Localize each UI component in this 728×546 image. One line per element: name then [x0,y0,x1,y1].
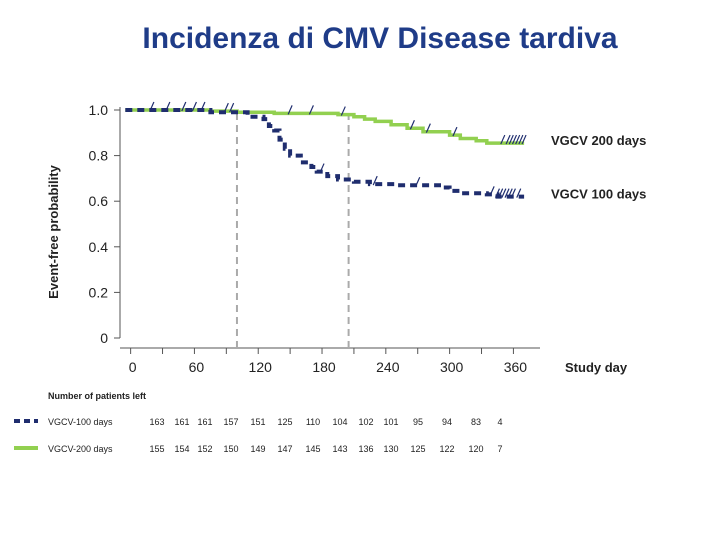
x-tick-label: 300 [440,359,464,375]
censor-mark [494,188,501,198]
risk-count: 110 [306,417,320,427]
survival-curves [125,108,525,199]
risk-count: 151 [250,417,265,427]
risk-count: 155 [149,444,164,454]
reference-lines [235,113,350,348]
censor-mark [191,101,197,112]
censor-mark [223,102,229,113]
risk-table: Number of patients left VGCV-100 days 163 1… [14,391,503,454]
risk-count: 94 [442,417,452,427]
risk-count: 145 [305,444,320,454]
censor-mark [308,105,314,115]
censor-mark [340,106,346,116]
y-tick-label: 0.4 [89,239,109,255]
censor-mark [518,134,524,145]
risk-row-label: VGCV-200 days [48,444,113,454]
censor-mark [425,123,431,133]
x-tick-label: 60 [189,359,205,375]
risk-count: 101 [383,417,398,427]
censor-mark [415,176,421,187]
x-tick-label: 240 [376,359,400,375]
risk-count: 120 [468,444,483,454]
risk-count: 157 [223,417,238,427]
risk-count: 104 [332,417,347,427]
censor-mark [498,188,504,198]
censor-mark [508,134,514,145]
risk-count: 102 [358,417,373,427]
y-axis-title: Event-free probability [46,164,61,298]
censor-mark [505,134,511,145]
censor-marks [149,101,527,198]
censor-mark [501,188,507,198]
y-tick-label: 1.0 [89,102,109,118]
censor-mark [149,101,155,112]
censor-mark [515,134,521,145]
censor-mark [452,126,458,137]
series-line-1 [125,108,525,145]
censor-mark [500,134,506,145]
x-tick-label: 120 [249,359,273,375]
risk-count: 163 [149,417,164,427]
series-label-1: VGCV 200 days [551,133,646,148]
risk-count: 149 [250,444,265,454]
censor-mark [372,175,378,186]
censor-mark [181,101,187,112]
y-tick-label: 0.8 [89,148,109,164]
censor-mark [319,163,325,173]
risk-count: 125 [410,444,425,454]
series-line-2 [125,108,525,199]
risk-count: 7 [497,444,502,454]
risk-table-heading: Number of patients left [48,391,146,401]
risk-count: 154 [174,444,189,454]
censor-mark [504,188,510,198]
censor-mark [165,101,171,112]
x-axis-title: Study day [565,360,628,375]
risk-count: 147 [277,444,292,454]
censor-mark [200,101,206,112]
risk-count: 83 [471,417,481,427]
censor-mark [507,188,513,198]
censor-mark [511,134,518,145]
x-tick-label: 0 [129,359,137,375]
risk-count: 152 [197,444,212,454]
censor-mark [409,119,415,130]
risk-count: 161 [174,417,189,427]
risk-row-label: VGCV-100 days [48,417,113,427]
censor-mark [287,105,293,115]
risk-count: 122 [439,444,454,454]
x-tick-label: 180 [312,359,336,375]
censor-mark [516,188,522,198]
risk-count: 150 [223,444,238,454]
censor-mark [521,134,527,145]
censor-mark [510,188,516,198]
risk-count: 4 [497,417,502,427]
y-tick-label: 0 [100,330,108,346]
risk-count: 136 [358,444,373,454]
risk-count: 143 [332,444,347,454]
slide-title: Incidenza di CMV Disease tardiva [142,22,618,55]
y-tick-label: 0.2 [89,284,109,300]
series-label-2: VGCV 100 days [551,187,646,202]
y-tick-label: 0.6 [89,193,109,209]
risk-count: 161 [197,417,212,427]
chart-axes: 0 0.2 0.4 0.6 0.8 1.0 0 60 120 180 240 300 360 [89,102,540,375]
chart-labels: Event-free probability Study day VGCV 200 … [46,133,646,375]
censor-mark [489,186,495,196]
censor-mark [229,102,235,113]
x-tick-label: 360 [504,359,528,375]
risk-count: 130 [383,444,398,454]
risk-count: 95 [413,417,423,427]
risk-count: 125 [277,417,292,427]
